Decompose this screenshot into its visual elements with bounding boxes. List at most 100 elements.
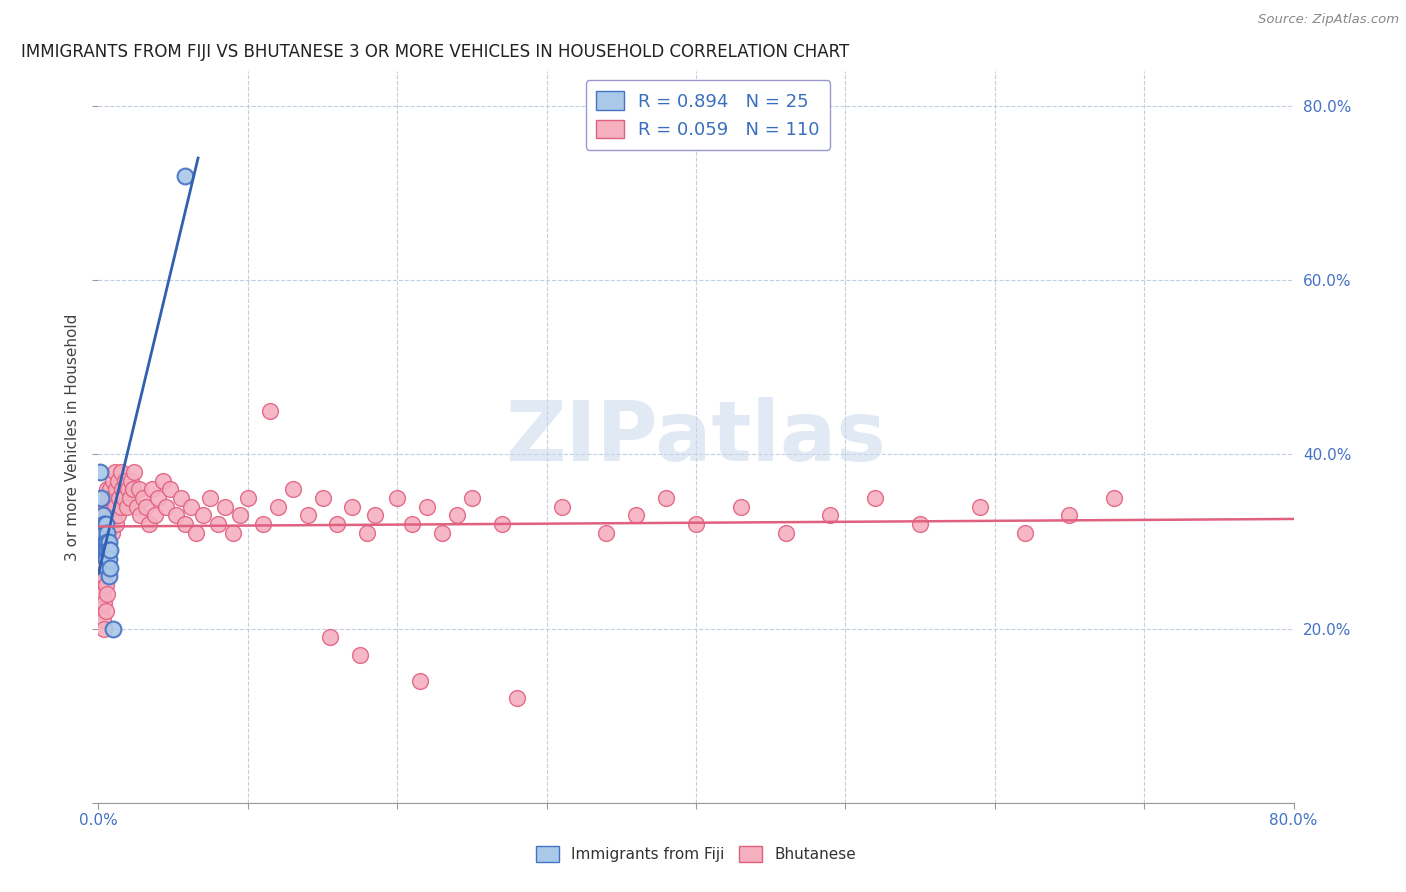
- Point: [115, 500, 138, 514]
- Point: [93, 525, 115, 540]
- Point: [91, 613, 114, 627]
- Point: [1059, 508, 1081, 523]
- Point: [430, 525, 453, 540]
- Point: [685, 517, 707, 532]
- Point: [297, 508, 319, 523]
- Point: [110, 465, 132, 479]
- Point: [94, 534, 117, 549]
- Point: [101, 525, 124, 540]
- Point: [730, 500, 752, 514]
- Point: [152, 474, 174, 488]
- Point: [112, 491, 135, 505]
- Point: [385, 491, 409, 505]
- Point: [96, 560, 118, 574]
- Point: [90, 552, 112, 566]
- Point: [96, 560, 118, 574]
- Point: [1104, 491, 1126, 505]
- Point: [114, 474, 136, 488]
- Point: [159, 483, 181, 497]
- Point: [100, 543, 122, 558]
- Point: [127, 500, 149, 514]
- Point: [165, 508, 187, 523]
- Point: [129, 508, 152, 523]
- Point: [401, 517, 423, 532]
- Y-axis label: 3 or more Vehicles in Household: 3 or more Vehicles in Household: [65, 313, 80, 561]
- Point: [93, 543, 115, 558]
- Point: [364, 508, 387, 523]
- Point: [120, 474, 142, 488]
- Point: [236, 491, 259, 505]
- Point: [408, 673, 430, 688]
- Point: [148, 491, 170, 505]
- Point: [93, 517, 115, 532]
- Point: [349, 648, 371, 662]
- Point: [96, 534, 118, 549]
- Point: [118, 491, 141, 505]
- Point: [128, 483, 150, 497]
- Point: [108, 491, 131, 505]
- Point: [207, 517, 229, 532]
- Point: [96, 534, 118, 549]
- Point: [96, 525, 118, 540]
- Point: [595, 525, 617, 540]
- Point: [100, 483, 122, 497]
- Point: [326, 517, 349, 532]
- Point: [506, 691, 529, 706]
- Point: [91, 587, 114, 601]
- Text: IMMIGRANTS FROM FIJI VS BHUTANESE 3 OR MORE VEHICLES IN HOUSEHOLD CORRELATION CH: IMMIGRANTS FROM FIJI VS BHUTANESE 3 OR M…: [21, 44, 849, 62]
- Point: [96, 543, 118, 558]
- Point: [97, 543, 120, 558]
- Point: [94, 552, 117, 566]
- Point: [97, 552, 120, 566]
- Point: [110, 500, 132, 514]
- Point: [174, 517, 197, 532]
- Point: [97, 491, 120, 505]
- Point: [91, 560, 114, 574]
- Point: [91, 534, 114, 549]
- Point: [96, 587, 118, 601]
- Text: Source: ZipAtlas.com: Source: ZipAtlas.com: [1258, 13, 1399, 27]
- Point: [96, 508, 118, 523]
- Point: [191, 508, 214, 523]
- Point: [267, 500, 290, 514]
- Point: [100, 560, 122, 574]
- Point: [416, 500, 439, 514]
- Point: [229, 508, 252, 523]
- Point: [97, 517, 120, 532]
- Point: [969, 500, 991, 514]
- Point: [91, 525, 114, 540]
- Point: [259, 404, 281, 418]
- Point: [111, 483, 134, 497]
- Point: [775, 525, 797, 540]
- Point: [356, 525, 378, 540]
- Point: [93, 569, 115, 583]
- Point: [96, 483, 118, 497]
- Point: [94, 500, 117, 514]
- Point: [222, 525, 245, 540]
- Point: [94, 552, 117, 566]
- Point: [446, 508, 468, 523]
- Point: [138, 517, 160, 532]
- Point: [908, 517, 931, 532]
- Point: [319, 631, 342, 645]
- Point: [105, 483, 128, 497]
- Point: [94, 525, 117, 540]
- Point: [90, 517, 112, 532]
- Point: [93, 595, 115, 609]
- Point: [90, 491, 112, 505]
- Point: [214, 500, 236, 514]
- Point: [135, 500, 157, 514]
- Point: [200, 491, 222, 505]
- Point: [103, 508, 125, 523]
- Point: [461, 491, 484, 505]
- Point: [91, 508, 114, 523]
- Point: [93, 517, 115, 532]
- Point: [100, 517, 122, 532]
- Point: [91, 534, 114, 549]
- Point: [820, 508, 842, 523]
- Point: [180, 500, 202, 514]
- Point: [90, 604, 112, 618]
- Point: [97, 543, 120, 558]
- Point: [103, 474, 125, 488]
- Point: [97, 569, 120, 583]
